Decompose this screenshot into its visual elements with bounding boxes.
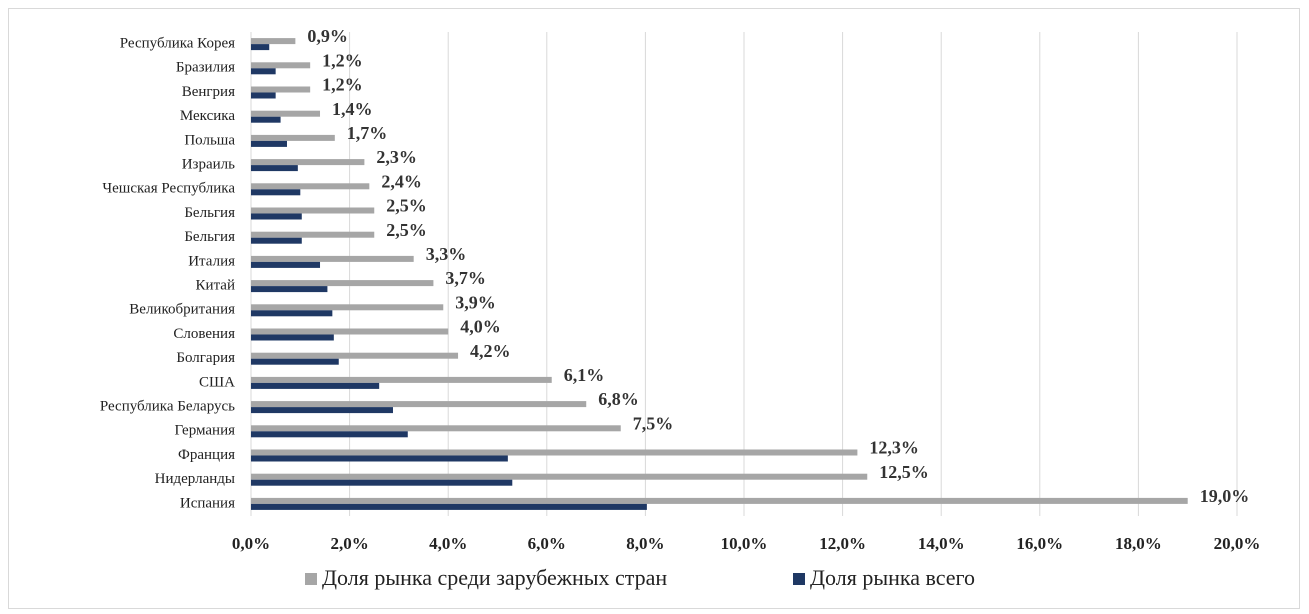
- y-tick-label: США: [199, 374, 235, 390]
- bar: [251, 261, 321, 268]
- bar: [251, 231, 375, 238]
- bar: [251, 328, 449, 335]
- legend-swatch: [305, 573, 317, 585]
- y-tick-label: Республика Беларусь: [100, 399, 235, 415]
- bar: [251, 134, 335, 141]
- bar: [251, 62, 311, 69]
- data-label: 1,4%: [332, 99, 373, 119]
- y-tick-label: Болгария: [176, 350, 235, 366]
- data-label: 4,0%: [460, 317, 501, 337]
- bar: [251, 86, 311, 93]
- y-tick-label: Чешская Республика: [102, 181, 235, 197]
- y-tick-label: Польша: [184, 132, 235, 148]
- bar: [251, 68, 276, 75]
- bar: [251, 255, 414, 262]
- y-tick-label: Испания: [180, 495, 235, 511]
- y-tick-label: Республика Корея: [120, 36, 235, 52]
- y-tick-label: Нидерланды: [155, 471, 235, 487]
- y-tick-label: Италия: [188, 253, 235, 269]
- bar: [251, 159, 365, 166]
- bar: [251, 376, 552, 383]
- bar: [251, 401, 587, 408]
- legend-swatch: [793, 573, 805, 585]
- x-tick-label: 14,0%: [918, 534, 965, 553]
- bar: [251, 213, 302, 220]
- data-label: 7,5%: [633, 413, 674, 433]
- data-label: 0,9%: [307, 26, 348, 46]
- y-tick-label: Словения: [173, 326, 235, 342]
- x-tick-label: 12,0%: [819, 534, 866, 553]
- bar: [251, 183, 370, 190]
- bar: [251, 407, 393, 414]
- bar: [251, 286, 328, 293]
- y-tick-label: Венгрия: [182, 84, 235, 100]
- data-label: 3,3%: [426, 244, 467, 264]
- y-tick-label: Мексика: [180, 108, 235, 124]
- y-tick-label: Бельгия: [184, 205, 235, 221]
- x-tick-label: 8,0%: [626, 534, 664, 553]
- x-tick-label: 2,0%: [330, 534, 368, 553]
- bar: [251, 189, 301, 196]
- y-tick-label: Израиль: [182, 157, 235, 173]
- x-tick-label: 6,0%: [528, 534, 566, 553]
- legend-label: Доля рынка среди зарубежных стран: [322, 565, 667, 590]
- bar: [251, 449, 858, 456]
- bar: [251, 280, 434, 287]
- data-label: 2,5%: [386, 220, 427, 240]
- data-label: 6,8%: [598, 389, 639, 409]
- bar: [251, 503, 647, 510]
- x-tick-label: 4,0%: [429, 534, 467, 553]
- data-label: 3,7%: [445, 268, 486, 288]
- data-label: 1,2%: [322, 75, 363, 95]
- data-label: 2,4%: [381, 171, 422, 191]
- chart-border: [8, 8, 1300, 609]
- bar: [251, 352, 459, 359]
- bar: [251, 310, 333, 317]
- bar: [251, 425, 621, 432]
- bar: [251, 38, 296, 45]
- data-label: 6,1%: [564, 365, 605, 385]
- bar: [251, 358, 339, 365]
- y-tick-label: Бразилия: [176, 60, 235, 76]
- bar: [251, 479, 513, 486]
- bar: [251, 44, 270, 51]
- data-label: 1,7%: [347, 123, 388, 143]
- bar: [251, 455, 508, 462]
- bar: [251, 207, 375, 214]
- y-tick-label: Германия: [175, 423, 236, 439]
- y-tick-label: Бельгия: [184, 229, 235, 245]
- data-label: 2,3%: [376, 147, 417, 167]
- bar: [251, 431, 408, 438]
- bar: [251, 165, 298, 172]
- y-tick-label: Франция: [178, 447, 235, 463]
- bar: [251, 92, 276, 99]
- data-label: 12,5%: [879, 462, 929, 482]
- bar: [251, 110, 321, 117]
- bar: [251, 334, 334, 341]
- data-label: 3,9%: [455, 292, 496, 312]
- y-tick-label: Великобритания: [129, 302, 235, 318]
- bar: [251, 140, 287, 147]
- data-label: 2,5%: [386, 196, 427, 216]
- x-tick-label: 16,0%: [1016, 534, 1063, 553]
- bar: [251, 304, 444, 311]
- data-label: 4,2%: [470, 341, 511, 361]
- data-label: 1,2%: [322, 50, 363, 70]
- x-tick-label: 18,0%: [1115, 534, 1162, 553]
- y-tick-label: Китай: [196, 278, 235, 294]
- x-tick-label: 0,0%: [232, 534, 270, 553]
- x-tick-label: 20,0%: [1214, 534, 1261, 553]
- x-tick-label: 10,0%: [721, 534, 768, 553]
- data-label: 12,3%: [869, 438, 919, 458]
- bar: [251, 497, 1188, 504]
- data-label: 19,0%: [1200, 486, 1250, 506]
- bar: [251, 237, 302, 244]
- bar: [251, 382, 380, 389]
- legend-label: Доля рынка всего: [810, 565, 975, 590]
- bar: [251, 473, 868, 480]
- bar: [251, 116, 281, 123]
